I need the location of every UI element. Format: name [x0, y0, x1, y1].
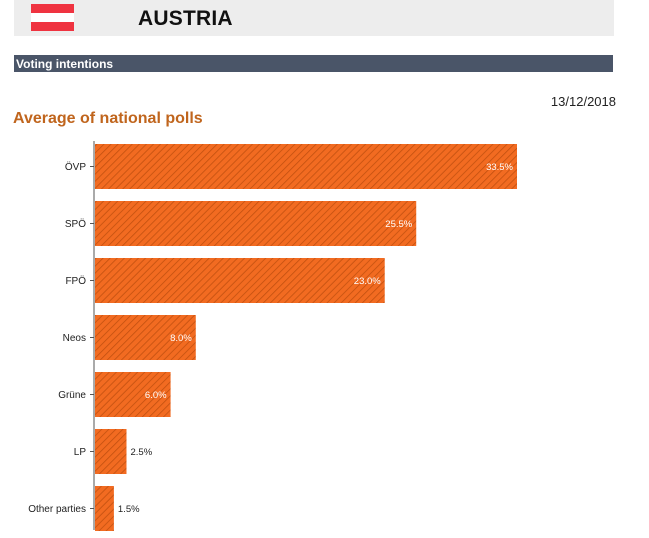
value-label: 6.0%	[145, 390, 167, 401]
category-label: Grüne	[58, 390, 86, 401]
bar	[95, 201, 417, 246]
value-label: 23.0%	[354, 276, 381, 287]
bar	[95, 258, 385, 303]
value-label: 1.5%	[118, 504, 140, 515]
bar	[95, 315, 196, 360]
austria-flag-icon	[31, 4, 74, 31]
flag-stripe-middle	[31, 13, 74, 22]
country-title: AUSTRIA	[138, 7, 233, 30]
bar	[95, 429, 127, 474]
value-label: 2.5%	[130, 447, 152, 458]
flag-stripe-top	[31, 4, 74, 13]
category-label: LP	[74, 447, 87, 458]
category-label: Other parties	[28, 504, 86, 515]
bar	[95, 372, 171, 417]
chart-title: Average of national polls	[13, 110, 203, 127]
category-label: Neos	[63, 333, 86, 344]
header-band	[14, 0, 614, 36]
section-bar: Voting intentions	[14, 55, 613, 72]
value-label: 33.5%	[486, 162, 513, 173]
report-date: 13/12/2018	[550, 94, 616, 109]
category-label: FPÖ	[65, 275, 86, 287]
bar	[95, 144, 517, 189]
bar	[95, 486, 114, 531]
value-label: 8.0%	[170, 333, 192, 344]
section-label: Voting intentions	[16, 57, 114, 71]
category-label: ÖVP	[65, 161, 86, 173]
flag-stripe-bottom	[31, 22, 74, 31]
value-label: 25.5%	[385, 219, 412, 230]
category-label: SPÖ	[65, 218, 86, 230]
